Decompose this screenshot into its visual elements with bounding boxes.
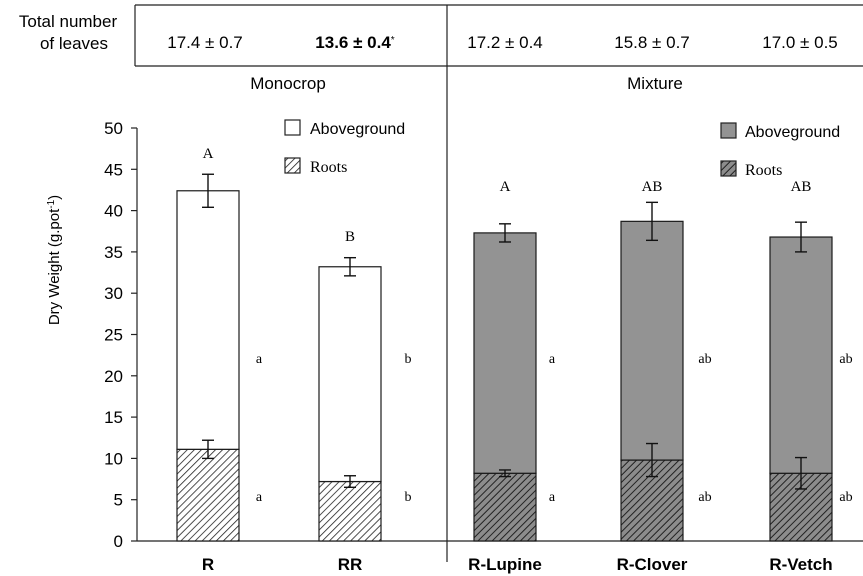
leaves-header-label-line2: of leaves	[40, 34, 108, 53]
y-tick-label: 20	[104, 367, 123, 386]
x-tick-label: R-Lupine	[468, 555, 542, 574]
error-bar-total-r-clover	[646, 201, 658, 242]
error-bar-total-rr	[344, 256, 356, 277]
y-tick-label: 35	[104, 243, 123, 262]
roots-significance-letter: ab	[839, 490, 852, 505]
group-title-monocrop: Monocrop	[250, 74, 326, 93]
leaves-header-label-line1: Total number	[19, 12, 118, 31]
y-tick-label: 15	[104, 408, 123, 427]
aboveground-significance-letter: ab	[839, 352, 852, 367]
bar-aboveground-rr	[318, 266, 382, 483]
legend-swatch-monocrop-aboveground	[284, 119, 301, 136]
aboveground-significance-letter: a	[549, 352, 556, 367]
x-tick-label: R	[202, 555, 214, 574]
error-bar-roots-r-vetch	[795, 456, 807, 490]
roots-significance-letter: a	[256, 490, 263, 505]
legend-swatch-mixture-aboveground	[720, 122, 737, 139]
error-bar-roots-r-clover	[646, 442, 658, 478]
leaf-count-value: 17.4 ± 0.7	[167, 33, 243, 52]
aboveground-significance-letter: b	[405, 352, 412, 367]
y-tick-label: 30	[104, 284, 123, 303]
error-bar-roots-r	[202, 439, 214, 460]
legend-swatch-mixture-roots	[720, 160, 737, 177]
aboveground-significance-letter: ab	[698, 352, 711, 367]
error-bar-total-r-lupine	[499, 223, 511, 243]
leaf-count-value: 17.2 ± 0.4	[467, 33, 543, 52]
y-tick-label: 0	[114, 532, 123, 551]
error-bar-total-r	[202, 173, 214, 208]
aboveground-significance-letter: a	[256, 352, 263, 367]
total-significance-letter: B	[345, 229, 355, 245]
y-tick-label: 25	[104, 326, 123, 345]
x-tick-label: RR	[338, 555, 363, 574]
bar-aboveground-r-clover	[620, 220, 684, 461]
bar-aboveground-r	[176, 190, 240, 450]
total-significance-letter: A	[203, 146, 214, 162]
roots-significance-letter: ab	[698, 490, 711, 505]
bar-roots-rr	[318, 480, 382, 542]
roots-significance-letter: a	[549, 490, 556, 505]
legend-label-monocrop-roots: Roots	[310, 159, 347, 176]
y-tick-label: 10	[104, 449, 123, 468]
legend-label-mixture-aboveground: Aboveground	[745, 124, 840, 141]
significance-asterisk: *	[391, 35, 395, 46]
leaf-count-value: 15.8 ± 0.7	[614, 33, 690, 52]
bar-roots-r-lupine	[473, 472, 537, 542]
y-tick-label: 40	[104, 202, 123, 221]
x-tick-label: R-Vetch	[769, 555, 832, 574]
leaf-count-value: 17.0 ± 0.5	[762, 33, 838, 52]
total-significance-letter: AB	[642, 179, 663, 195]
total-significance-letter: A	[500, 179, 511, 195]
legend-swatch-monocrop-roots	[284, 157, 301, 174]
group-title-mixture: Mixture	[627, 74, 683, 93]
y-tick-label: 45	[104, 160, 123, 179]
error-bar-total-r-vetch	[795, 221, 807, 253]
roots-significance-letter: b	[405, 490, 412, 505]
x-tick-label: R-Clover	[617, 555, 688, 574]
y-tick-label: 50	[104, 119, 123, 138]
bar-aboveground-r-lupine	[473, 232, 537, 474]
bar-roots-r	[176, 448, 240, 542]
error-bar-roots-rr	[344, 475, 356, 489]
leaf-count-value: 13.6 ± 0.4*	[315, 33, 395, 52]
error-bar-roots-r-lupine	[499, 469, 511, 478]
legend-label-mixture-roots: Roots	[745, 162, 782, 179]
y-tick-label: 5	[114, 491, 123, 510]
bar-aboveground-r-vetch	[769, 236, 833, 474]
legend-label-monocrop-aboveground: Aboveground	[310, 121, 405, 138]
y-axis-title: Dry Weight (g.pot-1)	[46, 195, 64, 325]
total-significance-letter: AB	[791, 179, 812, 195]
